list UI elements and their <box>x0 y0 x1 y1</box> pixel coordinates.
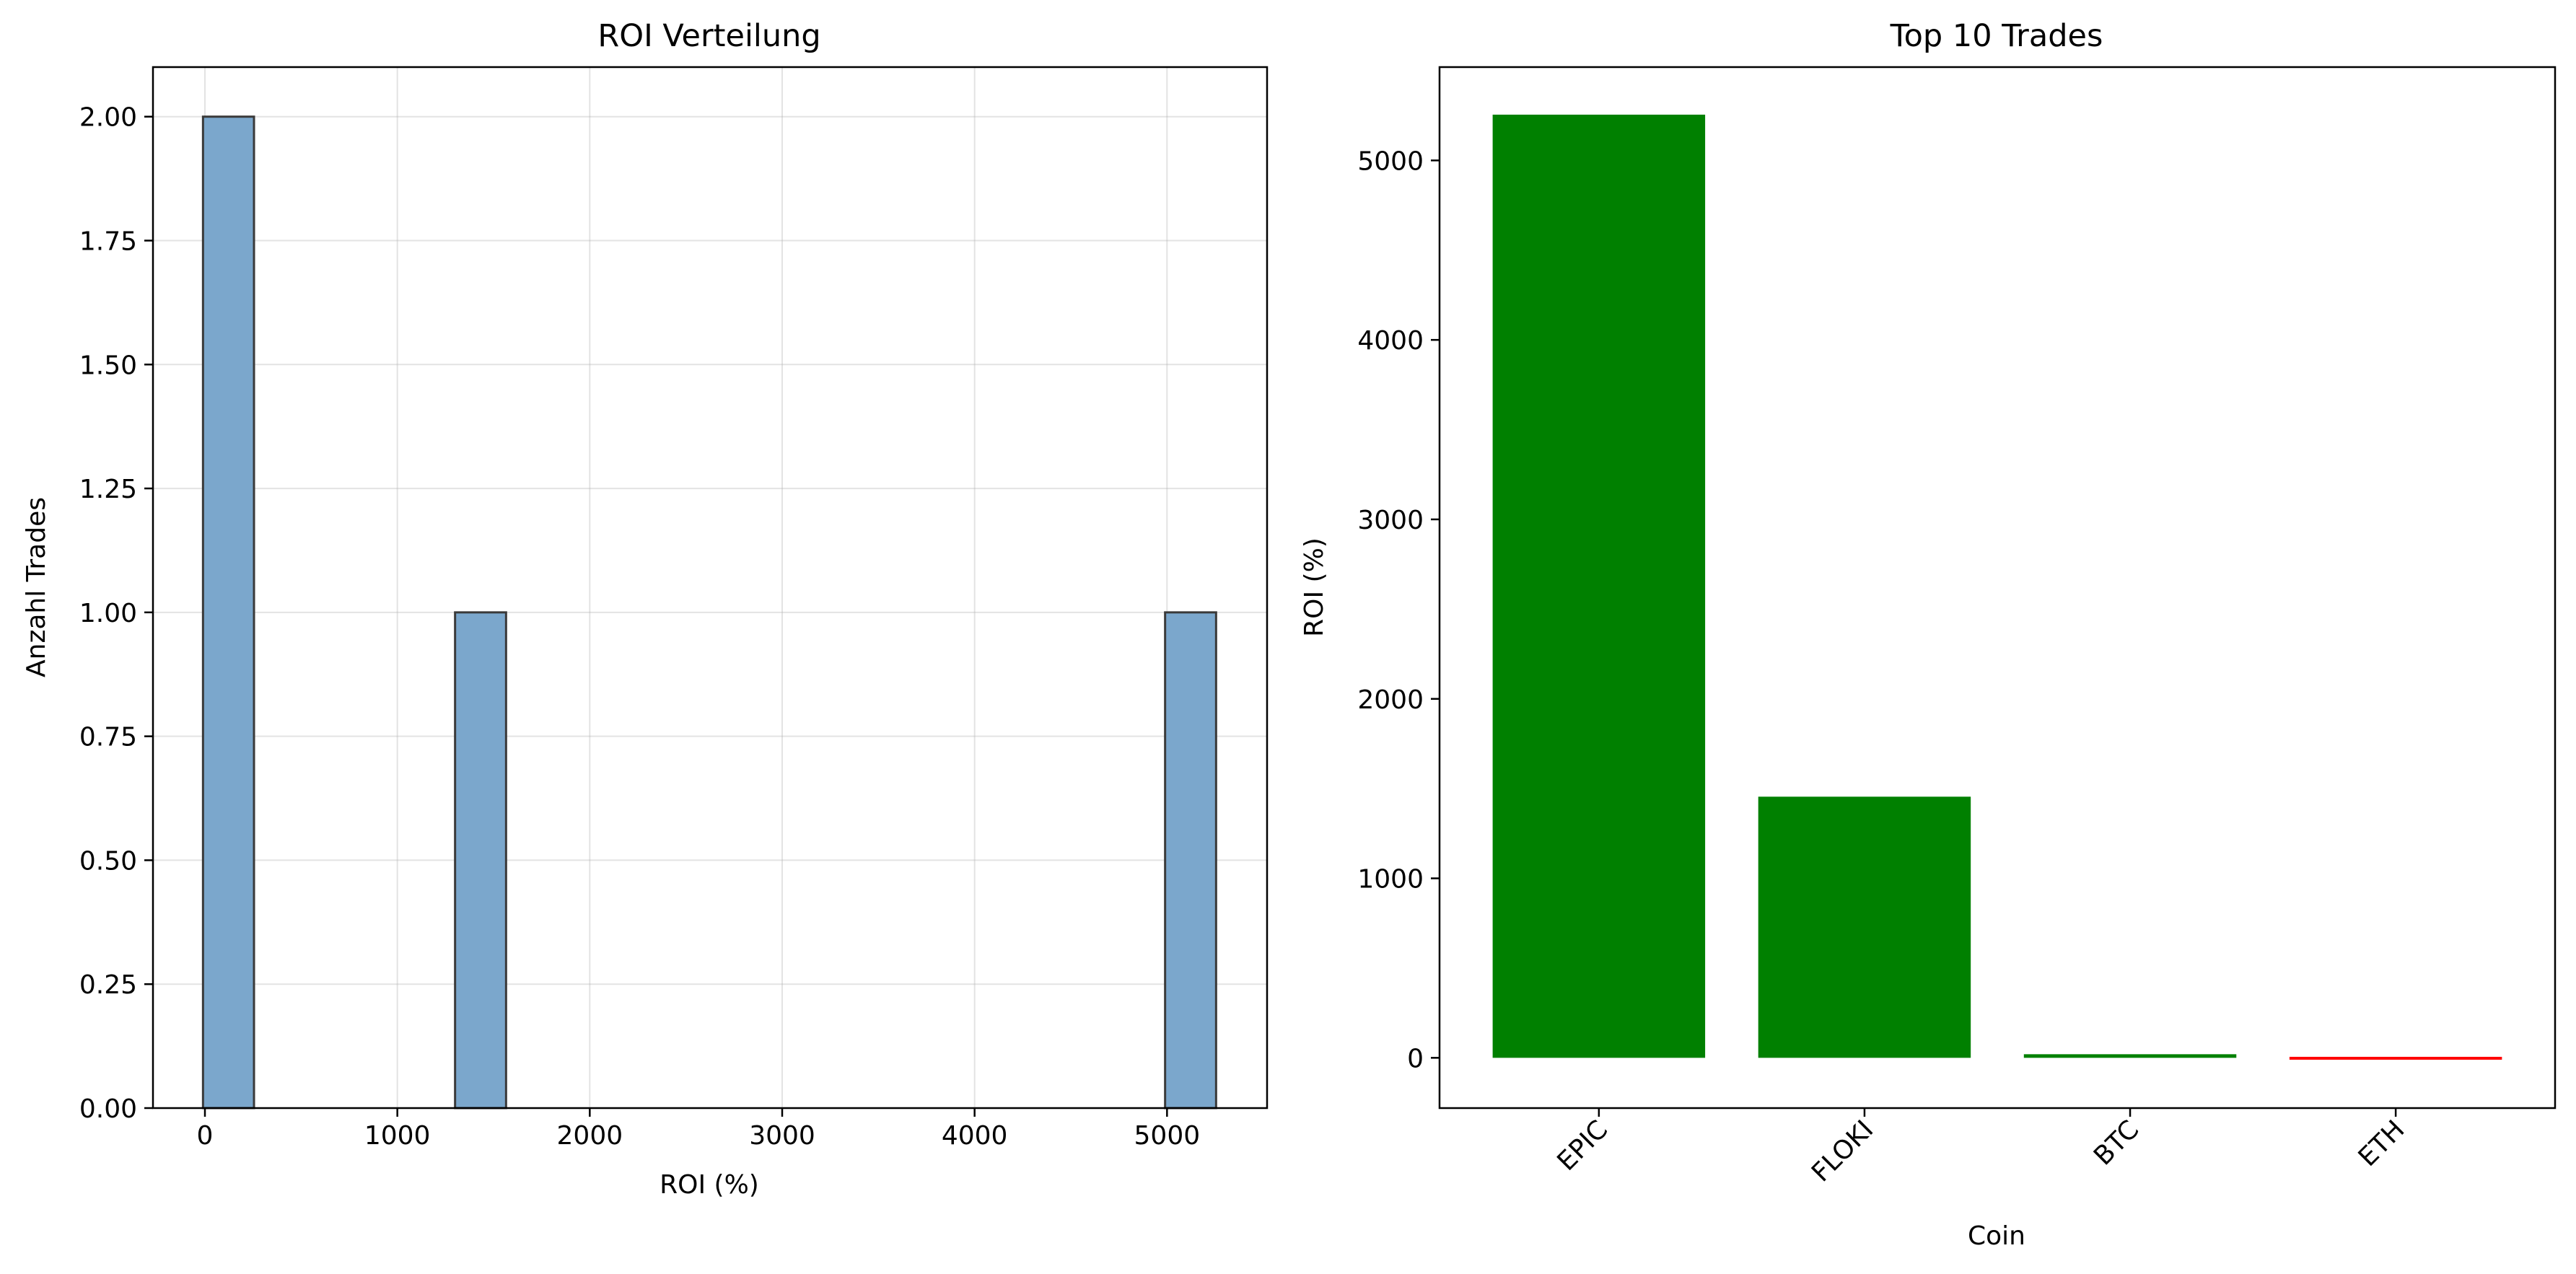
histogram-bar <box>1164 611 1217 1110</box>
top-trades-x-ticks: EPIC FLOKI BTC ETH <box>1552 1108 2411 1188</box>
histogram-y-ticks: 0.00 0.25 0.50 0.75 1.00 1.25 1.50 1.75 2.00 <box>79 103 153 1124</box>
top-trades-title: Top 10 Trades <box>1890 18 2103 54</box>
top-trades-plot-frame <box>1438 66 2557 1110</box>
top-trades-y-label: ROI (%) <box>1300 537 1329 637</box>
histogram-plot-frame <box>152 66 1269 1110</box>
y-tick-label: 2.00 <box>79 103 137 133</box>
histogram-title: ROI Verteilung <box>597 18 820 54</box>
x-tick-label: EPIC <box>1552 1115 1614 1177</box>
x-tick-label: BTC <box>2088 1115 2145 1171</box>
y-tick-label: 4000 <box>1357 326 1424 356</box>
x-tick-label: ETH <box>2353 1115 2411 1172</box>
y-tick-label: 0.50 <box>79 846 137 876</box>
bar-eth <box>2289 1056 2502 1060</box>
y-tick-label: 2000 <box>1357 685 1424 715</box>
y-tick-label: 1.00 <box>79 599 137 628</box>
y-tick-label: 5000 <box>1357 146 1424 176</box>
histogram-bar <box>454 611 507 1110</box>
bar-floki <box>1758 796 1971 1058</box>
y-tick-label: 0 <box>1407 1044 1424 1073</box>
histogram-x-label: ROI (%) <box>660 1170 759 1200</box>
top-trades-y-ticks: 0 1000 2000 3000 4000 5000 <box>1357 146 1440 1073</box>
y-tick-label: 0.00 <box>79 1094 137 1124</box>
bar-epic <box>1492 114 1706 1058</box>
histogram-bar <box>201 115 255 1110</box>
top-trades-x-label: Coin <box>1968 1221 2025 1251</box>
histogram-bars <box>201 115 1217 1110</box>
y-tick-label: 1.75 <box>79 227 137 257</box>
y-tick-label: 3000 <box>1357 506 1424 535</box>
top-trades-bars <box>1492 114 2502 1060</box>
x-tick-label: FLOKI <box>1806 1115 1879 1187</box>
x-tick-label: 4000 <box>942 1121 1008 1151</box>
x-tick-label: 0 <box>197 1121 214 1151</box>
x-tick-label: 5000 <box>1134 1121 1201 1151</box>
x-tick-label: 1000 <box>364 1121 431 1151</box>
x-tick-label: 3000 <box>749 1121 815 1151</box>
x-tick-label: 2000 <box>557 1121 623 1151</box>
y-tick-label: 0.75 <box>79 723 137 752</box>
bar-btc <box>2023 1054 2237 1058</box>
y-tick-label: 1000 <box>1357 865 1424 895</box>
histogram-chart: ROI Verteilung 0 1000 2000 3000 4000 5000 0.0… <box>22 18 1269 1200</box>
y-tick-label: 1.50 <box>79 351 137 380</box>
y-tick-label: 1.25 <box>79 475 137 504</box>
histogram-grid <box>153 67 1267 1109</box>
histogram-y-label: Anzahl Trades <box>22 497 51 677</box>
y-tick-label: 0.25 <box>79 970 137 1000</box>
histogram-x-ticks: 0 1000 2000 3000 4000 5000 <box>197 1108 1201 1151</box>
top-trades-chart: Top 10 Trades EPIC FLOKI BTC ETH 0 1000 2000 3… <box>1300 18 2557 1251</box>
